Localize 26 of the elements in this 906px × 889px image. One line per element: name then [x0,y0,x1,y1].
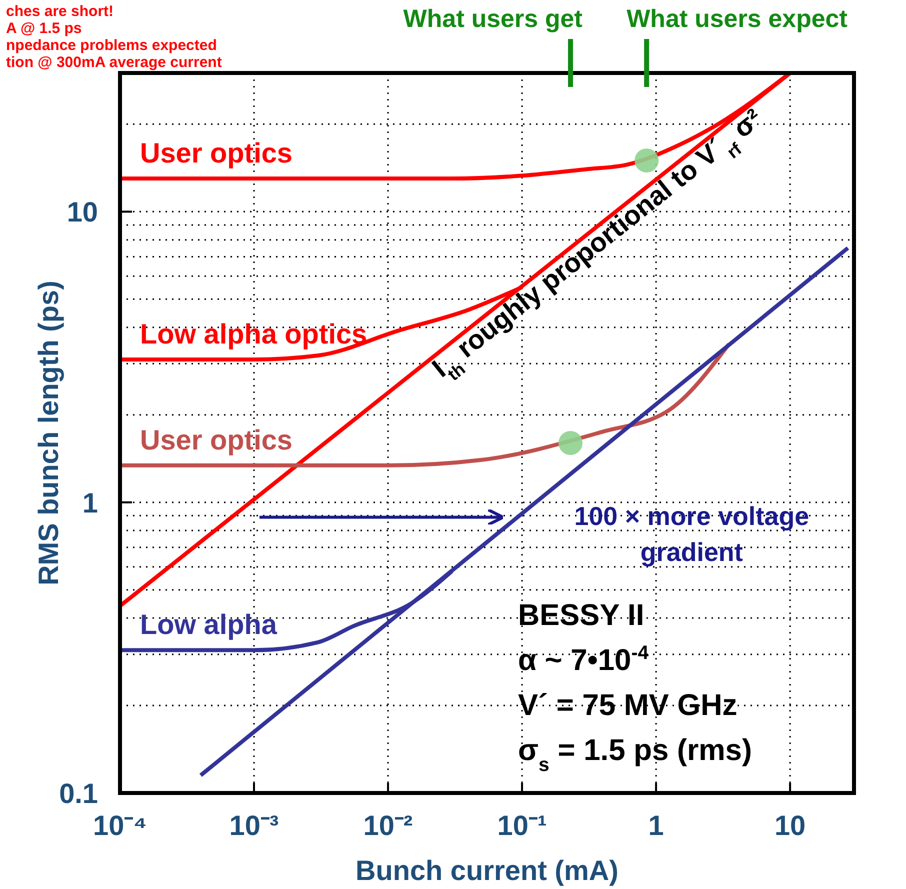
x-axis-title: Bunch current (mA) [356,855,618,886]
y-tick-label: 0.1 [59,778,98,809]
series-label: User optics [140,138,292,169]
annotation: V´ = 75 MV GHz [518,689,738,722]
annotation: α ~ 7•10$^{-4}$ [518,642,649,677]
y-tick-label: 1 [82,487,98,518]
text: A @ 1.5 ps [6,20,82,37]
annotation: 100 × more voltage gradient [574,501,810,568]
text: tion @ 300mA average current [6,54,222,71]
series-label: Low alpha [140,609,278,640]
x-tick-label: 10⁻² [363,810,413,841]
y-axis-title: RMS bunch length (ps) [33,280,64,586]
x-tick-label: 10⁻³ [229,810,279,841]
x-tick-label: 10 [774,810,806,841]
series-label: Low alpha optics [140,318,368,350]
y-tick-label: 10 [66,196,98,228]
ref-line-label: What users get [403,5,584,33]
series-label: User optics [140,424,292,456]
annotation: BESSY II [518,599,644,632]
x-tick-label: 10⁻¹ [497,810,547,841]
x-tick-label: 10⁻⁴ [93,810,147,841]
text: npedance problems expected [6,37,217,54]
text: ches are short! [6,3,114,20]
ref-line-label: What users expect [626,5,848,33]
annotation: σ$_{s}$ = 1.5 ps (rms) [518,734,752,776]
x-tick-label: 1 [648,810,664,841]
